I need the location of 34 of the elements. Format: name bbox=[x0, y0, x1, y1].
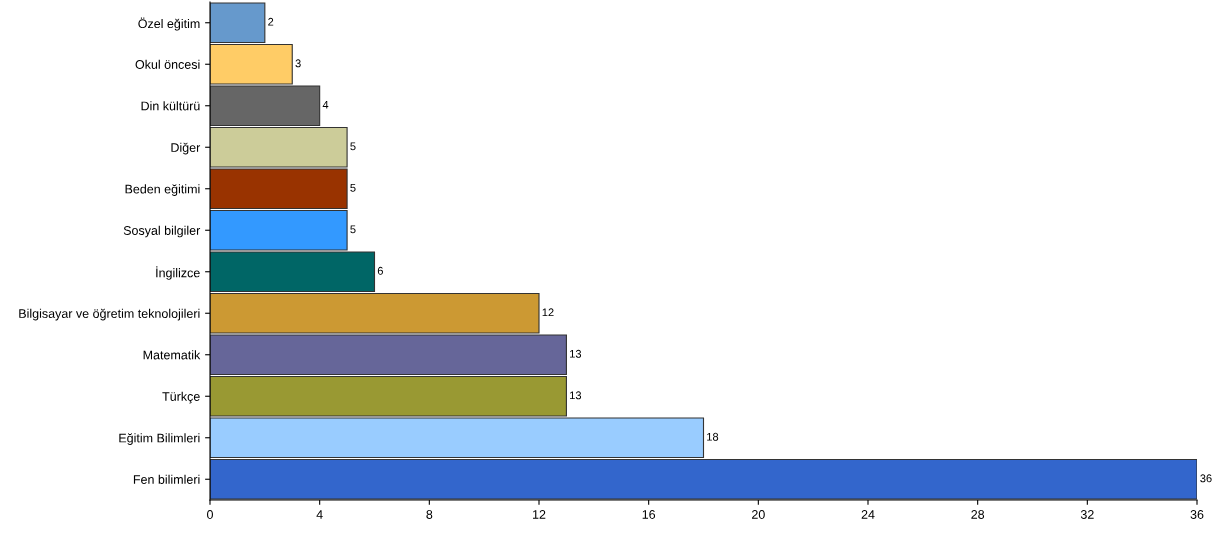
y-tick-label: Özel eğitim bbox=[138, 17, 200, 31]
data-label: 4 bbox=[322, 100, 329, 109]
data-label: 5 bbox=[350, 225, 356, 234]
y-tick-label: Diğer bbox=[171, 142, 201, 155]
y-tick-label: Din kültürü bbox=[141, 101, 200, 111]
y-tick-label: Fen bilimleri bbox=[133, 474, 200, 484]
data-label: 13 bbox=[570, 391, 582, 400]
y-tick-label: Beden eğitimi bbox=[125, 184, 200, 196]
x-tick-label: 0 bbox=[207, 510, 213, 519]
y-tick-label: Türkçe bbox=[162, 391, 200, 404]
y-tick-label: Okul öncesi bbox=[135, 59, 200, 69]
data-label: 2 bbox=[268, 17, 274, 26]
y-tick-label: Eğitim Bilimleri bbox=[119, 433, 200, 445]
data-label: 5 bbox=[350, 183, 356, 192]
data-label: 36 bbox=[1200, 474, 1212, 483]
x-tick-label: 24 bbox=[861, 510, 875, 519]
data-label: 18 bbox=[707, 432, 719, 441]
x-tick-label: 4 bbox=[316, 510, 323, 519]
x-tick-label: 12 bbox=[533, 510, 546, 519]
x-tick-label: 16 bbox=[642, 510, 656, 519]
x-tick-label: 36 bbox=[1190, 510, 1204, 519]
x-tick-label: 32 bbox=[1080, 510, 1094, 519]
x-tick-label: 8 bbox=[426, 510, 433, 519]
y-tick-label: Bilgisayar ve öğretim teknolojileri bbox=[19, 308, 200, 321]
data-label: 6 bbox=[377, 266, 383, 275]
x-tick-label: 28 bbox=[971, 510, 985, 519]
data-label: 3 bbox=[295, 59, 301, 68]
y-tick-label: Matematik bbox=[143, 350, 201, 360]
y-tick-label: Sosyal bilgiler bbox=[123, 225, 201, 238]
x-tick-label: 20 bbox=[752, 510, 765, 519]
data-label: 13 bbox=[570, 349, 582, 358]
y-tick-label: İngilizce bbox=[156, 266, 200, 280]
data-label: 12 bbox=[542, 308, 554, 317]
data-label: 5 bbox=[350, 142, 356, 151]
